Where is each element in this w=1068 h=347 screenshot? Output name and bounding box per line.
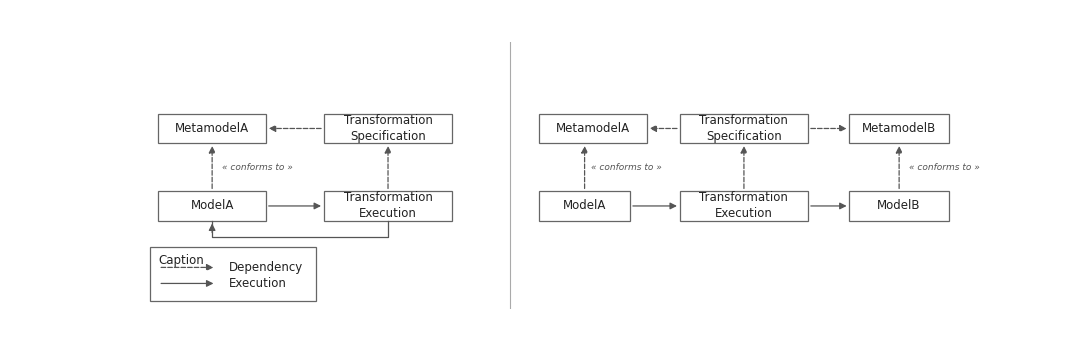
Bar xyxy=(849,191,948,221)
Text: « conforms to »: « conforms to » xyxy=(909,163,980,172)
Bar xyxy=(680,114,808,143)
Text: ModelA: ModelA xyxy=(563,200,607,212)
Bar xyxy=(680,191,808,221)
Text: ModelA: ModelA xyxy=(190,200,234,212)
Text: « conforms to »: « conforms to » xyxy=(591,163,661,172)
Text: Transformation
Specification: Transformation Specification xyxy=(700,114,788,143)
Text: Execution: Execution xyxy=(229,277,286,290)
Bar xyxy=(158,191,266,221)
Text: Transformation
Execution: Transformation Execution xyxy=(344,192,433,220)
Bar xyxy=(150,247,316,301)
Text: Caption: Caption xyxy=(158,254,204,267)
Bar xyxy=(539,114,647,143)
Text: Transformation
Specification: Transformation Specification xyxy=(344,114,433,143)
Text: MetamodelA: MetamodelA xyxy=(555,122,630,135)
Text: MetamodelB: MetamodelB xyxy=(862,122,937,135)
Bar xyxy=(539,191,630,221)
Bar xyxy=(324,191,452,221)
Text: Dependency: Dependency xyxy=(229,261,303,274)
Bar xyxy=(324,114,452,143)
Bar xyxy=(158,114,266,143)
Bar xyxy=(849,114,948,143)
Text: MetamodelA: MetamodelA xyxy=(175,122,249,135)
Text: Transformation
Execution: Transformation Execution xyxy=(700,192,788,220)
Text: ModelB: ModelB xyxy=(878,200,921,212)
Text: « conforms to »: « conforms to » xyxy=(222,163,293,172)
